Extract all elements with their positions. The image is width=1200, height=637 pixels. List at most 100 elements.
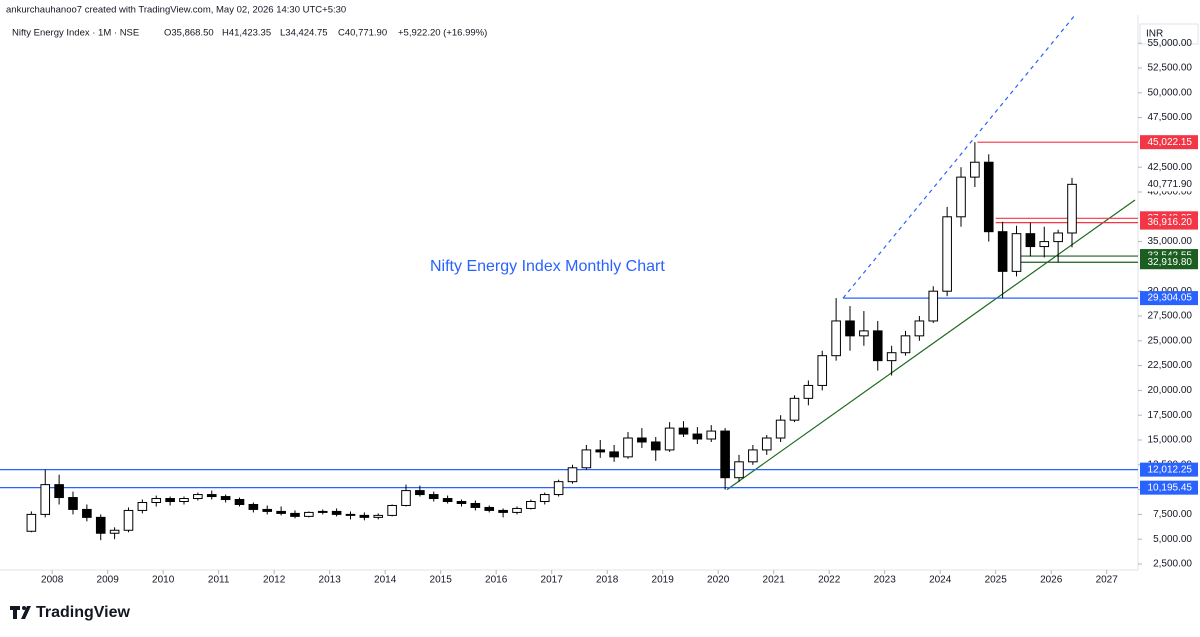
x-tick-label: 2012 [263, 575, 286, 586]
y-tick-label: 55,000.00 [1148, 38, 1193, 49]
candle-body [678, 427, 689, 435]
x-tick-label: 2025 [985, 575, 1008, 586]
candle-body [109, 529, 120, 534]
candle-body [304, 511, 314, 517]
candle-body [775, 419, 786, 439]
symbol: Nifty Energy Index · 1M · NSE [12, 28, 139, 39]
candle-body [845, 320, 855, 337]
candle-body [526, 501, 536, 509]
y-tick-label: 35,000.00 [1148, 236, 1193, 247]
candle-body [706, 430, 717, 440]
x-tick-label: 2008 [41, 575, 64, 586]
candle-body [331, 510, 342, 515]
candle-body [290, 512, 300, 517]
candle-body [165, 498, 175, 503]
candle-body [692, 433, 703, 440]
candle-body [26, 513, 37, 532]
candle-body [1067, 183, 1077, 234]
x-tick-label: 2022 [818, 575, 841, 586]
candle-body [1025, 233, 1036, 248]
candle-body [734, 461, 744, 479]
candle-body [359, 514, 370, 518]
level-label: 45,022.15 [1148, 137, 1193, 148]
candle-body [970, 161, 980, 178]
candle-body [373, 514, 384, 518]
candle-body [248, 503, 259, 510]
x-tick-label: 2027 [1096, 575, 1119, 586]
x-tick-label: 2018 [596, 575, 619, 586]
candle-body [428, 494, 439, 500]
last-price-label: 40,771.90 [1148, 179, 1193, 190]
x-tick-label: 2019 [652, 575, 675, 586]
ohlc-low: L34,424.75 [280, 28, 328, 39]
candle-body [484, 506, 495, 511]
candle-body [581, 449, 592, 469]
y-tick-label: 52,500.00 [1148, 63, 1193, 74]
candle-body [1011, 233, 1022, 272]
candle-body [498, 509, 508, 513]
level-label-box [1140, 135, 1198, 150]
candle-body [95, 516, 106, 534]
currency-box [1139, 23, 1199, 45]
x-tick-label: 2014 [374, 575, 397, 586]
last-price-box [1140, 177, 1198, 192]
candle-body [206, 494, 217, 498]
logo-dot [22, 606, 26, 610]
candle-body [650, 441, 661, 451]
candle-body [401, 490, 411, 506]
x-tick-label: 2015 [430, 575, 453, 586]
ohlc-high: H41,423.35 [222, 28, 271, 39]
y-tick-label: 17,500.00 [1148, 410, 1193, 421]
y-tick-label: 20,000.00 [1148, 385, 1193, 396]
candle-body [345, 513, 356, 516]
level-label: 12,012.25 [1148, 464, 1193, 475]
candle-body [54, 484, 64, 499]
level-label: 29,304.05 [1148, 293, 1193, 304]
candle-body [220, 496, 231, 501]
x-tick-label: 2013 [319, 575, 342, 586]
x-tick-label: 2026 [1040, 575, 1063, 586]
x-tick-label: 2020 [707, 575, 730, 586]
x-tick-label: 2024 [929, 575, 952, 586]
x-tick-label: 2017 [541, 575, 564, 586]
candle-body [456, 501, 467, 504]
x-tick-label: 2021 [763, 575, 786, 586]
level-label-box [1140, 215, 1198, 230]
candle-body [1039, 241, 1050, 248]
candle-body [234, 499, 245, 505]
x-tick-label: 2023 [874, 575, 897, 586]
currency: INR [1146, 29, 1163, 40]
candle-body [553, 481, 564, 496]
candle-body [539, 494, 550, 503]
candle-body [803, 384, 814, 399]
y-tick-label: 42,500.00 [1148, 162, 1193, 173]
level-label: 10,195.45 [1148, 482, 1193, 493]
x-tick-label: 2016 [485, 575, 508, 586]
y-tick-label: 27,500.00 [1148, 311, 1193, 322]
candle-body [387, 504, 397, 516]
candle-body [179, 498, 189, 503]
candle-body [637, 437, 647, 443]
ohlc-open: O35,868.50 [164, 28, 214, 39]
candle-body [761, 437, 772, 451]
candle-body [123, 509, 134, 531]
candle-body [664, 427, 675, 451]
candle-body [997, 231, 1008, 272]
level-label-box [1140, 462, 1198, 477]
candle-body [151, 498, 162, 503]
candle-body [609, 451, 619, 458]
candle-body [317, 510, 328, 513]
candle-body [872, 330, 883, 362]
candle-body [193, 494, 203, 500]
candle-body [914, 320, 925, 337]
candle-body [817, 355, 828, 386]
credit: ankurchauhanoo7 created with TradingView… [6, 5, 346, 16]
candle-body [859, 330, 869, 337]
candle-body [789, 397, 800, 421]
y-tick-label: 50,000.00 [1148, 87, 1193, 98]
candle-body [928, 290, 939, 322]
candle-body [831, 320, 841, 357]
y-tick-label: 22,500.00 [1148, 360, 1193, 371]
